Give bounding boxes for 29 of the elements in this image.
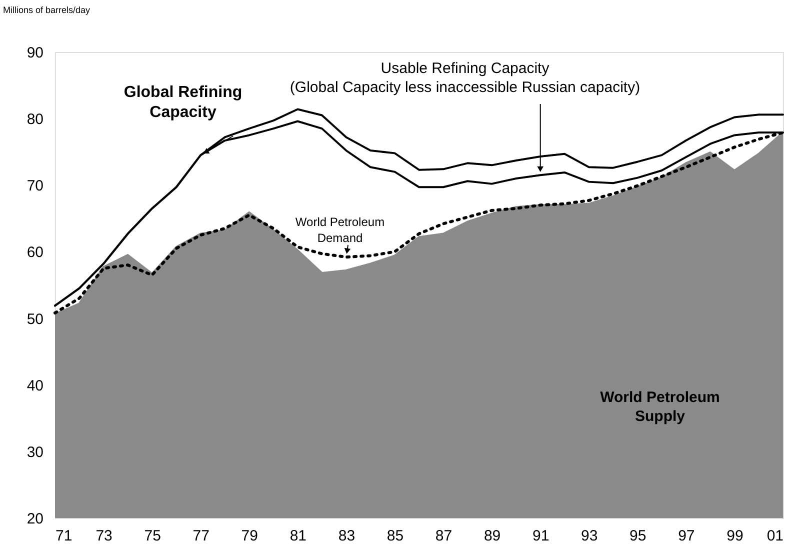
x-tick-label: 99 (726, 528, 744, 544)
y-tick-label: 80 (26, 111, 44, 128)
x-tick-label: 91 (532, 528, 550, 544)
x-tick-label: 83 (338, 528, 356, 544)
series-label: World Petroleum Demand (295, 215, 385, 245)
y-tick-label: 30 (26, 444, 44, 461)
x-tick-label: 85 (386, 528, 404, 544)
y-tick-label: 20 (26, 510, 44, 528)
y-tick-label: 60 (26, 244, 44, 262)
x-tick-label: 97 (678, 528, 695, 544)
y-axis-title: Millions of barrels/day (3, 5, 91, 15)
x-tick-label: 71 (56, 528, 72, 544)
x-tick-label: 73 (96, 528, 112, 544)
x-tick-label: 81 (290, 528, 307, 544)
y-tick-label: 70 (26, 178, 44, 195)
x-tick-label: 79 (241, 528, 258, 544)
x-tick-label: 93 (581, 528, 598, 544)
y-tick-label: 50 (26, 310, 44, 328)
series-label: World Petroleum Supply (600, 389, 720, 425)
x-tick-label: 87 (435, 528, 452, 544)
x-tick-label: 95 (630, 528, 646, 544)
x-tick-label: 77 (192, 528, 210, 544)
x-tick-label: 75 (144, 528, 161, 544)
y-tick-label: 90 (26, 44, 44, 62)
x-tick-label: 01 (766, 528, 784, 544)
y-tick-label: 40 (26, 377, 44, 394)
series-label: Usable Refining Capacity (Global Capacity less inaccessible Russian capacity) (290, 60, 640, 96)
x-tick-label: 89 (484, 528, 501, 544)
series-label: Global Refining Capacity (124, 84, 242, 121)
